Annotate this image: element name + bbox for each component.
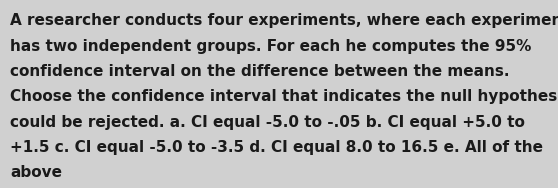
Text: has two independent groups. For each he computes the 95%: has two independent groups. For each he …	[10, 39, 531, 54]
Text: confidence interval on the difference between the means.: confidence interval on the difference be…	[10, 64, 509, 79]
Text: +1.5 c. CI equal -5.0 to -3.5 d. CI equal 8.0 to 16.5 e. All of the: +1.5 c. CI equal -5.0 to -3.5 d. CI equa…	[10, 140, 543, 155]
Text: could be rejected. a. CI equal -5.0 to -.05 b. CI equal +5.0 to: could be rejected. a. CI equal -5.0 to -…	[10, 115, 525, 130]
Text: above: above	[10, 165, 62, 180]
Text: Choose the confidence interval that indicates the null hypothesis: Choose the confidence interval that indi…	[10, 89, 558, 104]
Text: A researcher conducts four experiments, where each experiment: A researcher conducts four experiments, …	[10, 13, 558, 28]
